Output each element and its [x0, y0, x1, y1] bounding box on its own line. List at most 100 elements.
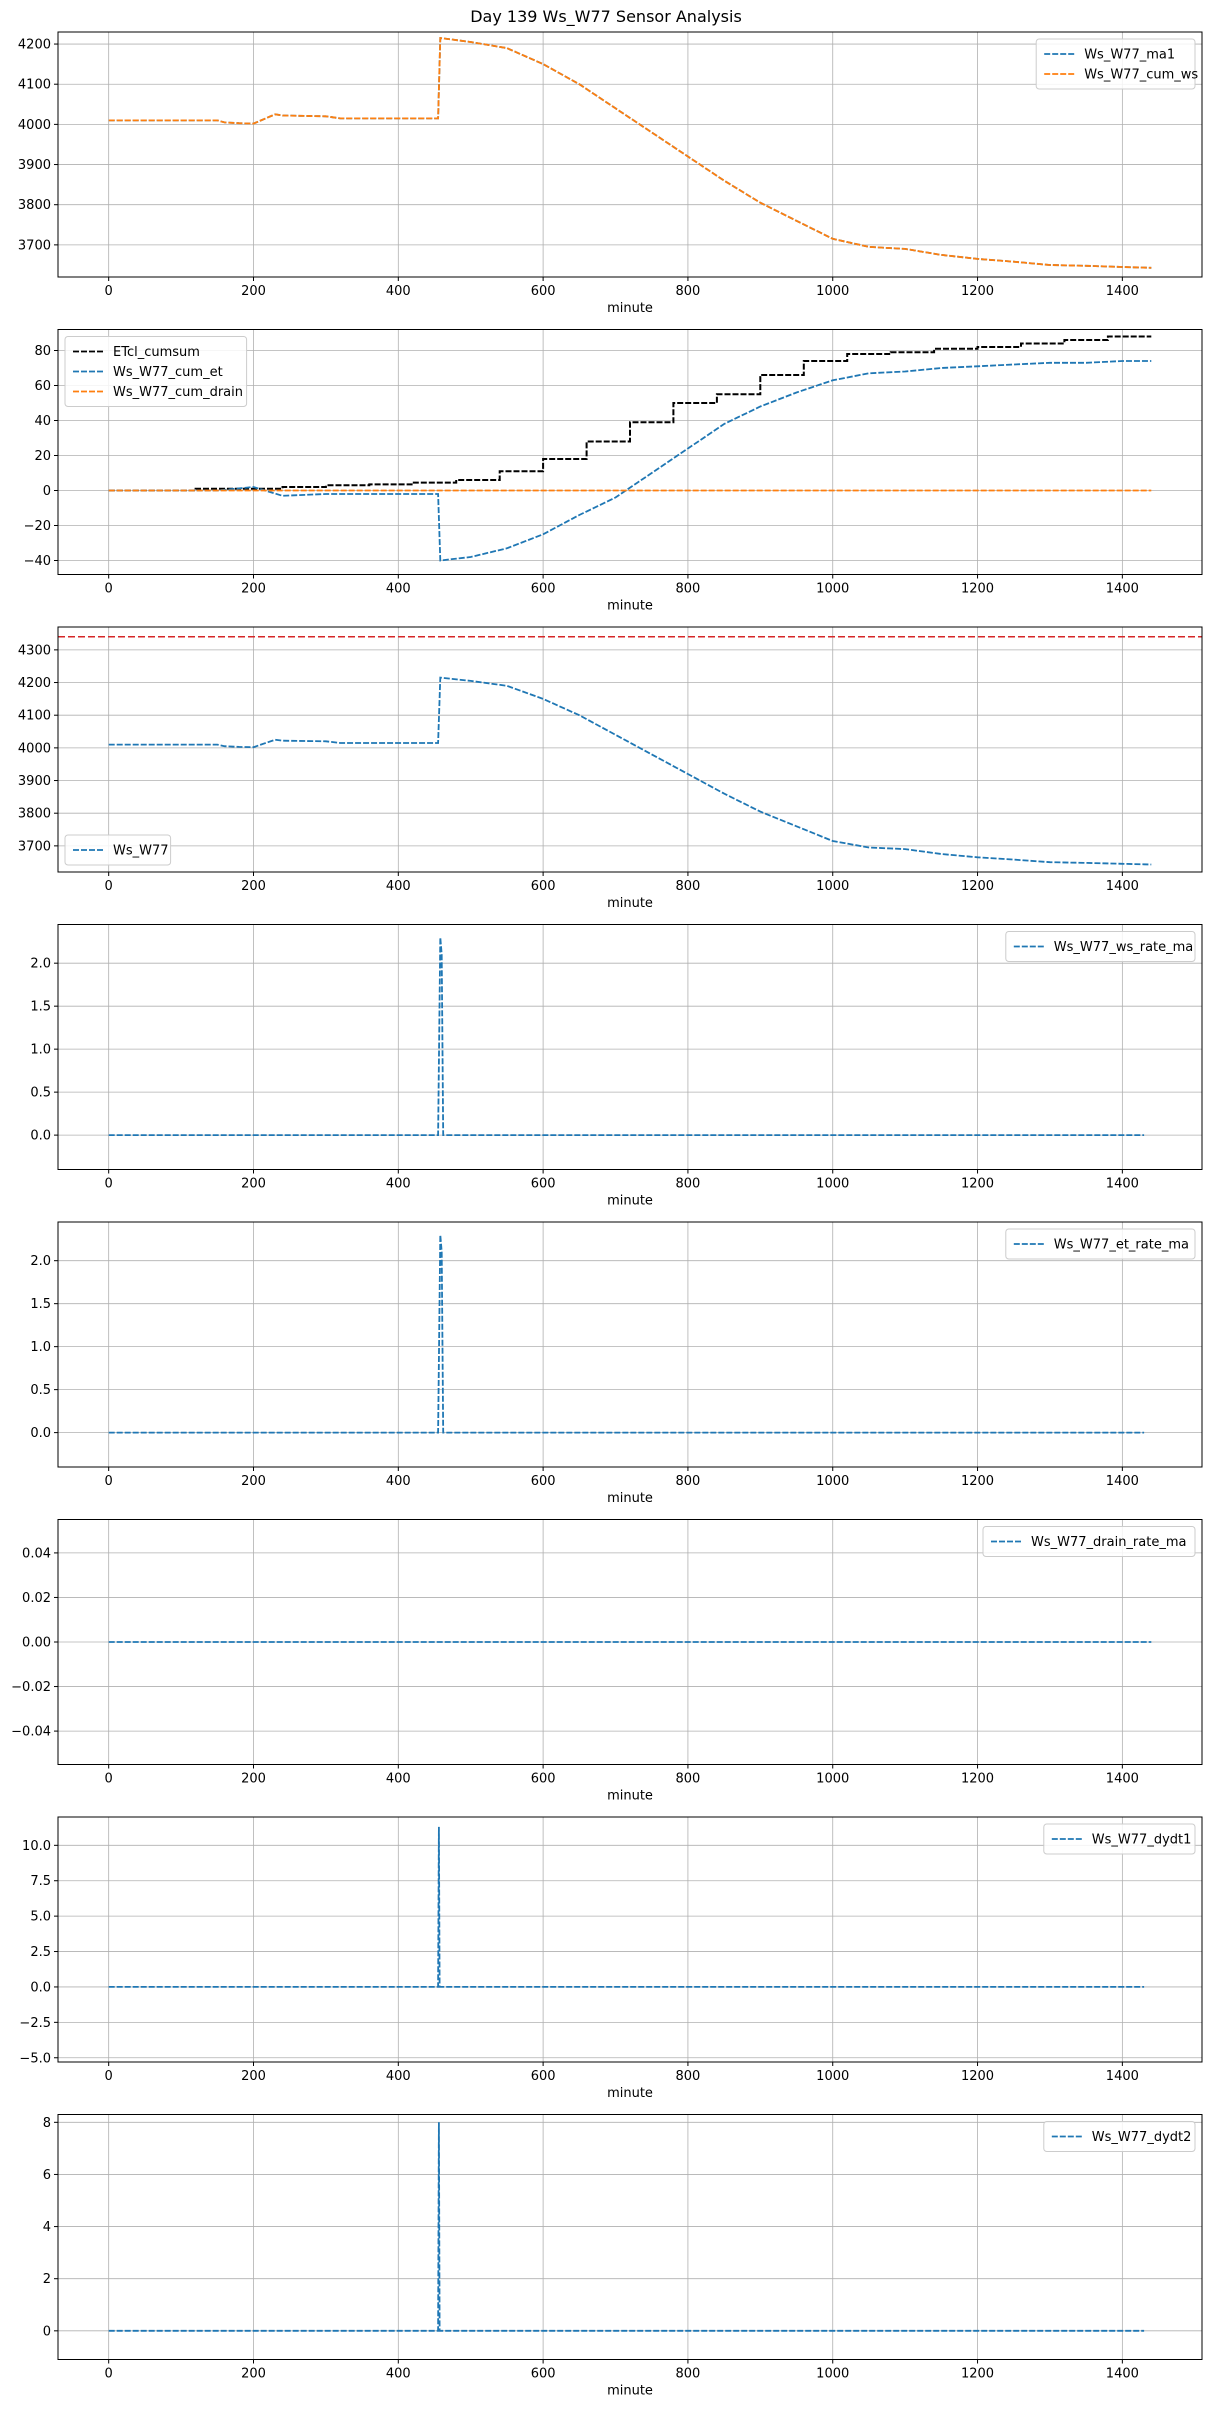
x-tick-label: 1000 — [816, 284, 849, 299]
y-tick-label: 3900 — [18, 774, 51, 789]
legend-entry: Ws_W77_ma1 — [1084, 48, 1175, 63]
x-tick-label: 200 — [241, 2367, 266, 2382]
axes-frame — [57, 2114, 1203, 2360]
legend-box — [1005, 1228, 1196, 1260]
y-tick-label: 80 — [34, 344, 51, 359]
y-tick-label: 4 — [43, 2220, 51, 2235]
x-tick-label: 800 — [676, 284, 701, 299]
axes-frame — [57, 1816, 1203, 2063]
x-tick-label: 1000 — [816, 2069, 849, 2084]
y-tick-label: 5.0 — [30, 1910, 51, 1925]
legend-entry: Ws_W77_drain_rate_ma — [1031, 1535, 1186, 1550]
axes-frame — [57, 31, 1203, 278]
y-tick-label: 0.0 — [30, 1426, 51, 1441]
y-tick-label: 6 — [43, 2168, 51, 2183]
series-line-Ws_W77_dydt2 — [108, 2122, 1145, 2332]
legend: Ws_W77_et_rate_ma — [1005, 1228, 1196, 1260]
x-tick-label: 800 — [676, 1772, 701, 1787]
x-tick-label: 1000 — [816, 879, 849, 894]
legend: Ws_W77_ma1 Ws_W77_cum_ws — [1035, 38, 1198, 90]
y-tick-label: 10.0 — [22, 1839, 51, 1854]
y-tick-label: 0 — [43, 484, 51, 499]
y-tick-label: 1.5 — [30, 1000, 51, 1015]
axes-frame — [57, 626, 1203, 873]
x-tick-label: 1200 — [961, 2367, 994, 2382]
y-tick-label: 4300 — [18, 643, 51, 658]
x-axis-label: minute — [607, 1491, 653, 1506]
legend-entry: Ws_W77_cum_drain — [113, 385, 243, 400]
y-tick-label: 2.0 — [30, 957, 51, 972]
legend: Ws_W77_ws_rate_ma — [1005, 931, 1196, 962]
x-axis-label: minute — [607, 896, 653, 911]
x-axis-label: minute — [607, 301, 653, 316]
x-tick-label: 1200 — [961, 582, 994, 597]
x-tick-label: 0 — [105, 582, 113, 597]
x-axis-label: minute — [607, 2086, 653, 2101]
series-line-Ws_W77_et_rate_ma — [108, 1234, 1145, 1434]
x-tick-label: 1000 — [816, 1474, 849, 1489]
x-tick-label: 1000 — [816, 1177, 849, 1192]
y-tick-label: 3900 — [18, 158, 51, 173]
x-tick-label: 200 — [241, 1474, 266, 1489]
chart-panel-3: 0 200 400 600 800 1000 1200 1400 3700 3800 3900 400… — [18, 626, 1203, 911]
plot-area — [108, 1234, 1145, 1434]
legend: Ws_W77 — [64, 834, 172, 866]
x-axis-label: minute — [607, 1789, 653, 1804]
chart-panel-5: 0 200 400 600 800 1000 1200 1400 0.0 0.5 1.0 1.5 2.0… — [30, 1221, 1203, 1506]
legend-entry: Ws_W77_dydt1 — [1092, 1833, 1192, 1848]
x-axis-label: minute — [607, 1194, 653, 1209]
x-tick-label: 600 — [531, 582, 556, 597]
legend-box — [1005, 931, 1196, 962]
x-tick-label: 1400 — [1106, 1474, 1139, 1489]
x-axis-label: minute — [607, 599, 653, 614]
x-tick-label: 400 — [386, 2069, 411, 2084]
legend-entry: Ws_W77_dydt2 — [1092, 2130, 1192, 2145]
plot-area — [58, 636, 1202, 866]
x-tick-label: 0 — [105, 2367, 113, 2382]
x-tick-label: 400 — [386, 2367, 411, 2382]
y-tick-label: 4200 — [18, 676, 51, 691]
y-tick-label: 3800 — [18, 198, 51, 213]
y-tick-label: 0.5 — [30, 1383, 51, 1398]
legend: Ws_W77_drain_rate_ma — [982, 1526, 1196, 1557]
legend-box — [982, 1526, 1196, 1557]
series-line-Ws_W77_dydt1 — [108, 1826, 1145, 1988]
x-tick-label: 1200 — [961, 1474, 994, 1489]
x-tick-label: 600 — [531, 1772, 556, 1787]
y-tick-label: 0.00 — [22, 1636, 51, 1651]
x-tick-label: 0 — [105, 1474, 113, 1489]
legend: Ws_W77_dydt1 — [1043, 1823, 1196, 1855]
series-line-Ws_W77_ws_rate_ma — [108, 937, 1145, 1136]
y-tick-label: 1.0 — [30, 1340, 51, 1355]
y-tick-label: 3800 — [18, 807, 51, 822]
x-tick-label: 1400 — [1106, 2367, 1139, 2382]
legend-entry: Ws_W77_cum_et — [113, 365, 223, 380]
legend-box — [1043, 2121, 1196, 2152]
y-tick-label: 0.02 — [22, 1591, 51, 1606]
legend-box — [64, 336, 248, 407]
x-tick-label: 0 — [105, 284, 113, 299]
y-tick-label: 1.5 — [30, 1297, 51, 1312]
y-tick-label: −2.5 — [19, 2016, 51, 2031]
legend-entry: Ws_W77_et_rate_ma — [1054, 1238, 1189, 1253]
legend-entry: Ws_W77 — [113, 844, 169, 859]
y-tick-label: 7.5 — [30, 1874, 51, 1889]
y-tick-label: −0.04 — [11, 1725, 51, 1740]
x-tick-label: 800 — [676, 2069, 701, 2084]
series-line-ETcl_cumsum — [108, 335, 1152, 492]
x-tick-label: 1400 — [1106, 1177, 1139, 1192]
y-tick-label: 0.5 — [30, 1086, 51, 1101]
x-tick-label: 1200 — [961, 284, 994, 299]
legend-box — [1035, 38, 1196, 90]
x-tick-label: 600 — [531, 1177, 556, 1192]
y-tick-label: 8 — [43, 2116, 51, 2131]
x-tick-label: 1400 — [1106, 879, 1139, 894]
x-tick-label: 800 — [676, 582, 701, 597]
x-tick-label: 800 — [676, 1474, 701, 1489]
y-tick-label: −20 — [24, 519, 51, 534]
x-tick-label: 0 — [105, 879, 113, 894]
x-tick-label: 400 — [386, 879, 411, 894]
x-tick-label: 200 — [241, 879, 266, 894]
legend-entry: Ws_W77_cum_ws — [1084, 68, 1198, 83]
